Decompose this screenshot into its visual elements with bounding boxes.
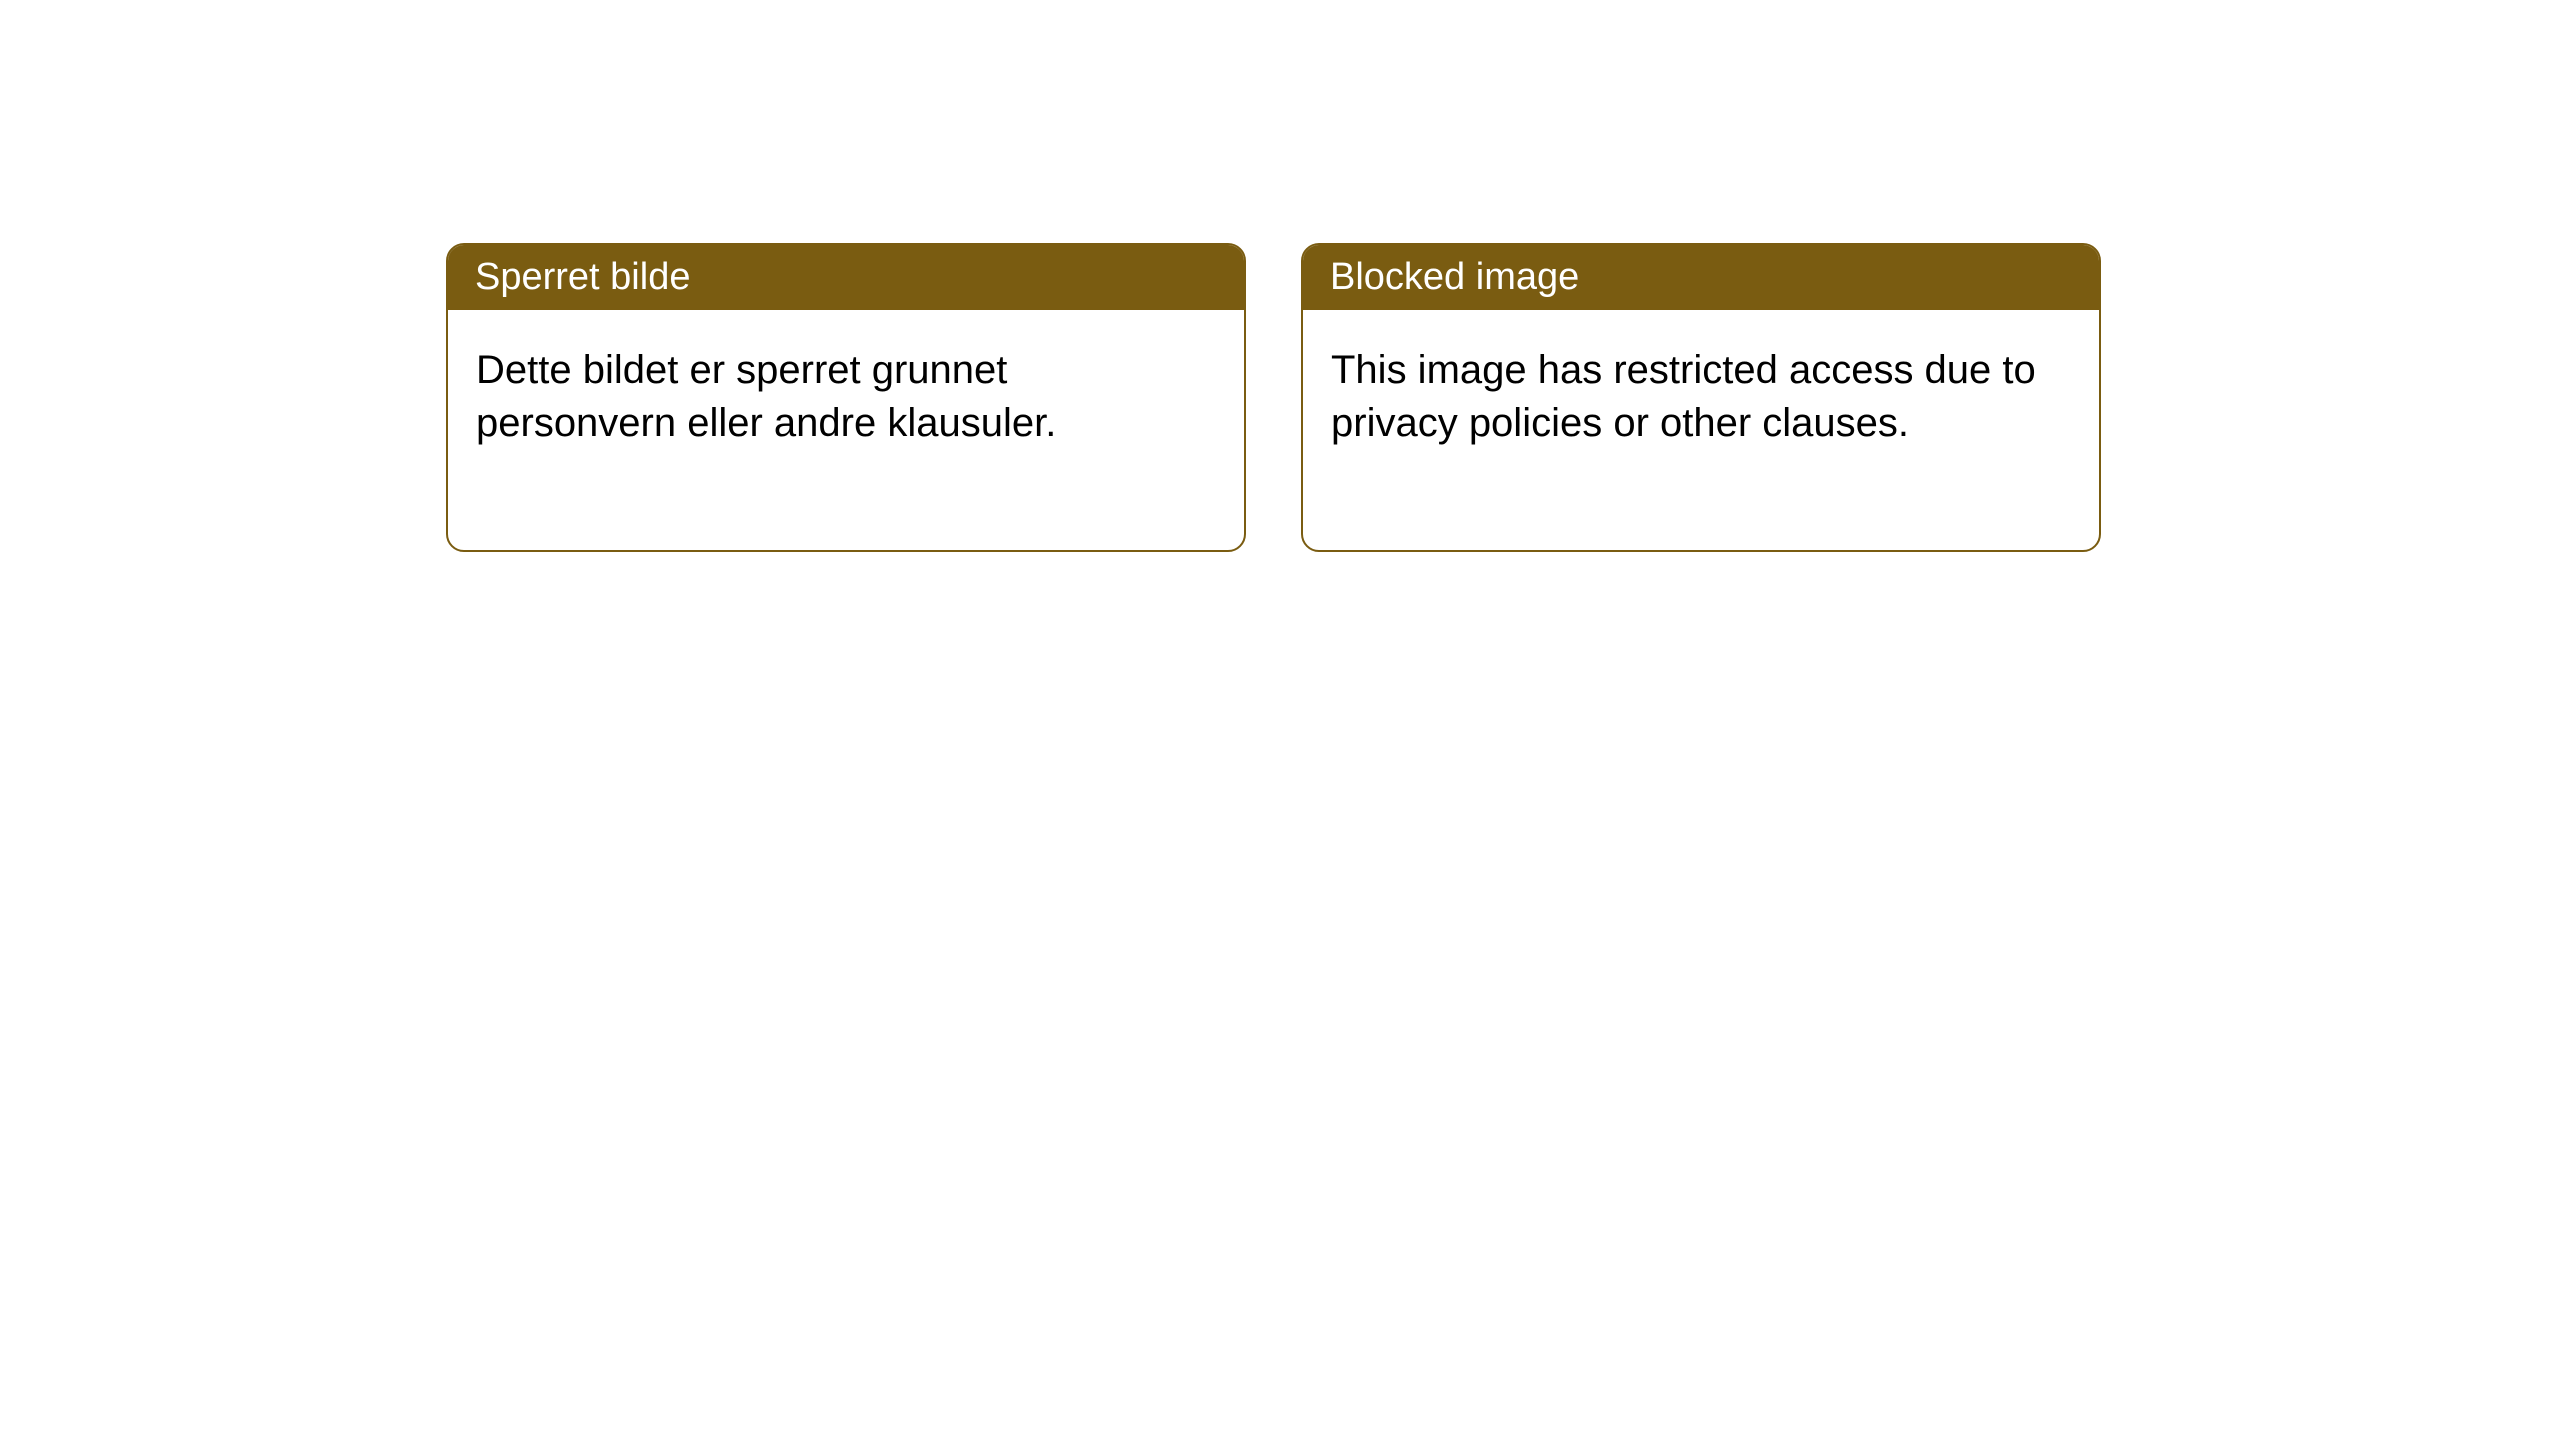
card-header-english: Blocked image [1303,245,2099,310]
blocked-image-cards: Sperret bilde Dette bildet er sperret gr… [446,243,2101,552]
card-english: Blocked image This image has restricted … [1301,243,2101,552]
card-text-english: This image has restricted access due to … [1331,348,2036,445]
card-title-norwegian: Sperret bilde [475,256,690,298]
card-norwegian: Sperret bilde Dette bildet er sperret gr… [446,243,1246,552]
card-header-norwegian: Sperret bilde [448,245,1244,310]
card-body-norwegian: Dette bildet er sperret grunnet personve… [448,310,1244,550]
card-text-norwegian: Dette bildet er sperret grunnet personve… [476,348,1056,445]
card-body-english: This image has restricted access due to … [1303,310,2099,550]
card-title-english: Blocked image [1330,256,1579,298]
